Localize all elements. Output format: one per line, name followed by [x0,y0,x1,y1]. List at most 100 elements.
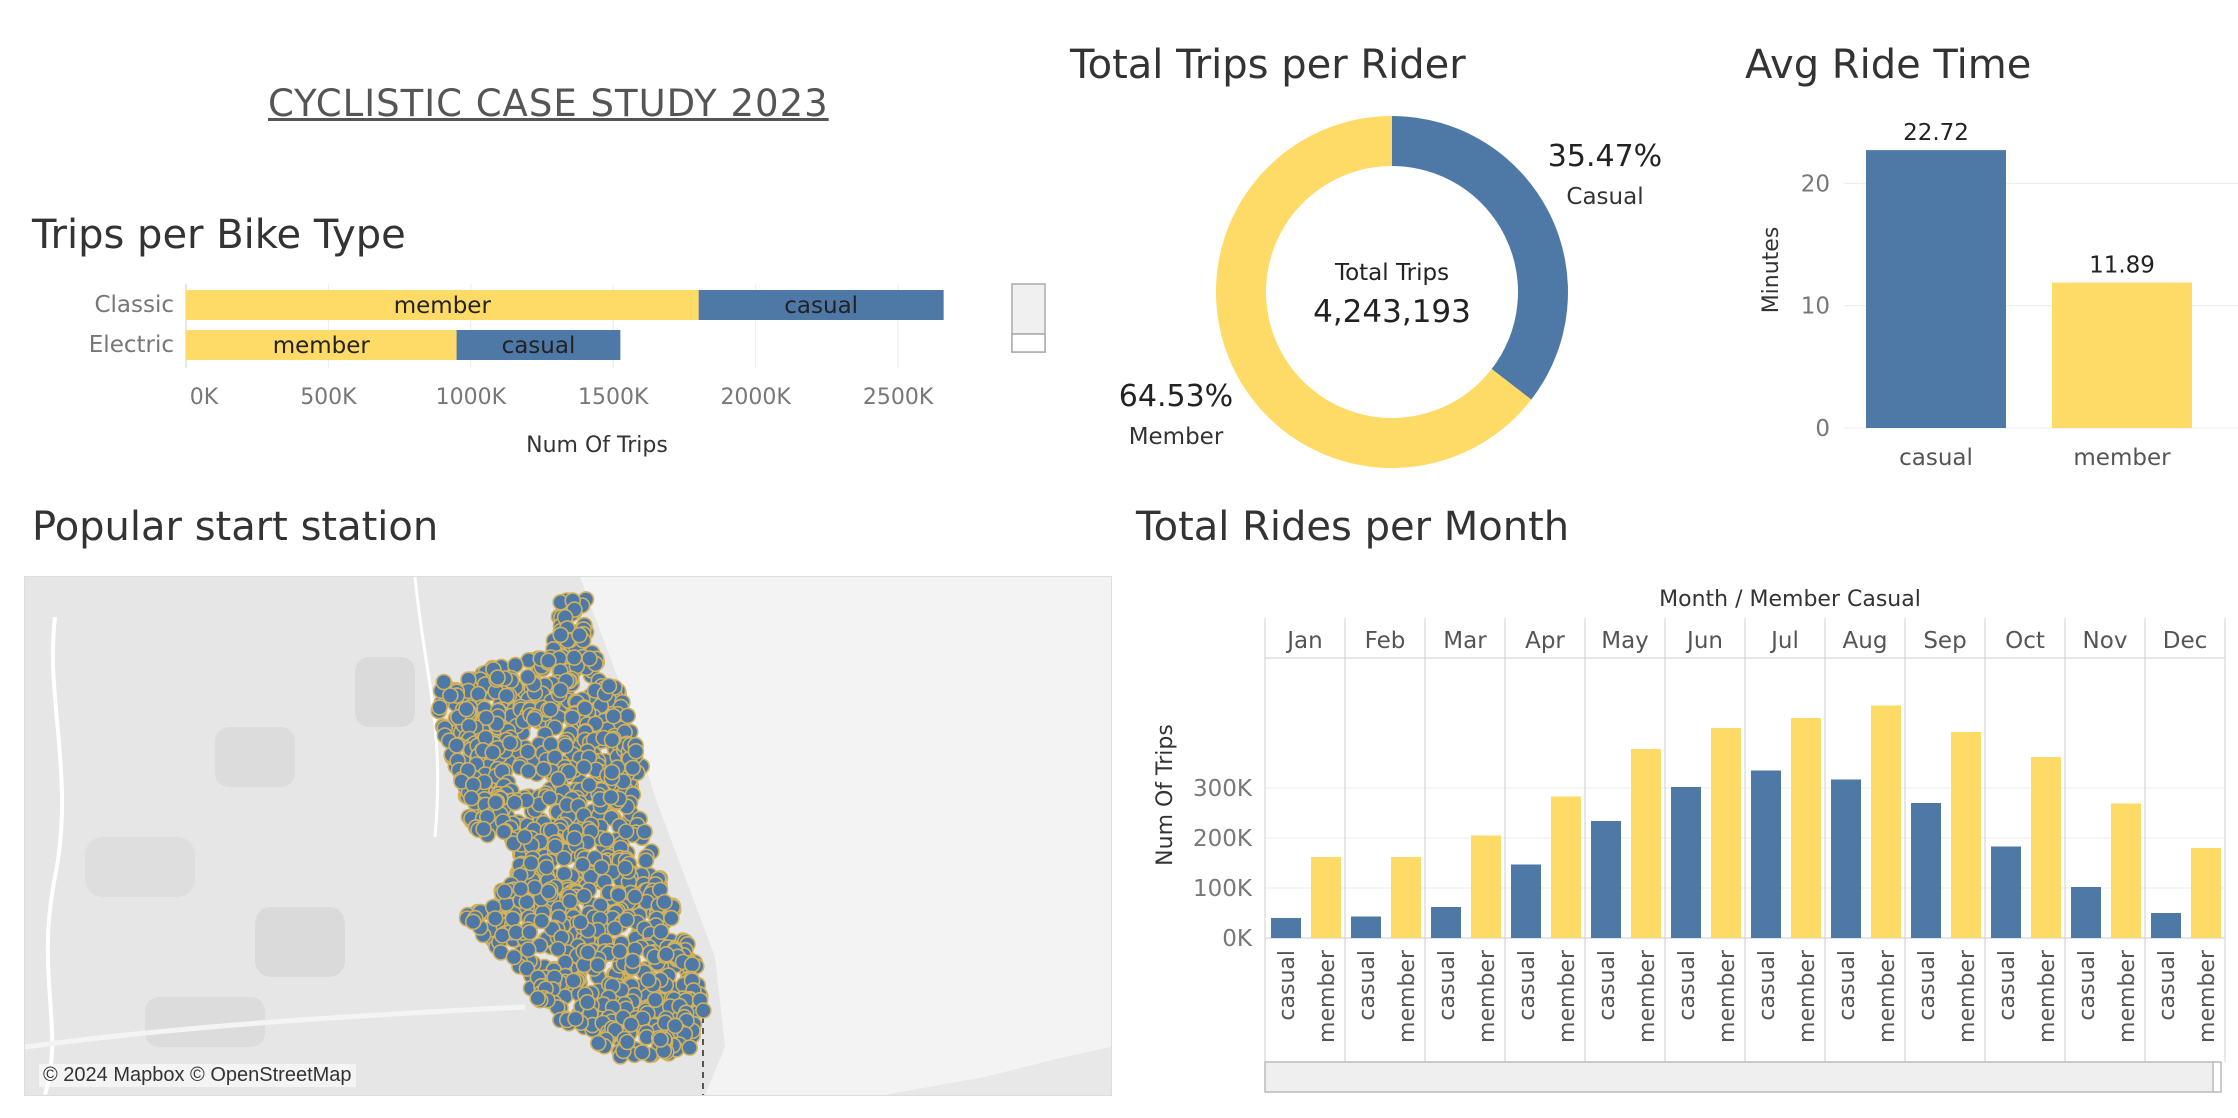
station-marker [622,1016,640,1033]
station-marker [565,649,583,666]
station-marker [589,1034,607,1052]
station-marker [557,737,574,754]
station-marker [575,887,593,905]
monthly-bar-casual [1911,803,1941,938]
station-marker [486,910,504,927]
station-marker [605,708,622,725]
station-marker [507,924,525,941]
monthly-bar-casual [1431,907,1461,938]
station-marker [624,952,642,970]
station-marker [695,1002,712,1019]
bike-type-bar-label: casual [502,333,576,359]
station-marker [540,883,557,900]
monthly-bar-member [2031,757,2061,938]
monthly-bar-casual [1831,779,1861,938]
monthly-bar-casual [1271,918,1301,938]
station-marker [521,923,539,941]
station-marker [575,758,593,776]
station-marker [518,960,536,977]
bike-type-x-tick: 0K [190,385,219,410]
station-marker [538,858,555,876]
station-marker [565,972,582,990]
monthly-subcategory-label: casual [1595,950,1620,1021]
bike-type-bar-label: member [394,293,492,319]
monthly-scrollbar-end[interactable] [2212,1061,2222,1093]
monthly-bar-member [1871,705,1901,938]
station-marker [656,893,673,911]
map-canvas [25,577,1111,1095]
station-marker [606,920,624,937]
monthly-y-tick: 200K [1193,826,1253,852]
monthly-bar-member [1791,718,1821,938]
station-marker [431,699,448,716]
donut-center-label: Total Trips [1334,260,1449,286]
station-marker [555,849,573,867]
bike-type-x-tick: 2000K [720,385,791,410]
donut-slice-casual [1392,116,1568,400]
avg-ride-y-tick: 0 [1815,416,1830,442]
monthly-bar-member [1711,728,1741,938]
map-attribution: © 2024 Mapbox © OpenStreetMap [39,1064,356,1087]
station-marker [552,626,570,644]
monthly-subcategory-label: member [1955,949,1980,1043]
station-marker [666,1017,684,1035]
monthly-bar-casual [1751,770,1781,938]
station-marker [611,942,629,960]
station-marker [522,854,540,872]
monthly-month-label: Dec [2163,628,2208,654]
station-marker [576,700,594,717]
station-marker [533,912,551,930]
monthly-y-tick: 300K [1193,776,1253,802]
station-marker [535,760,552,778]
station-marker [547,837,564,855]
member-percent-label: 64.53% [1119,379,1233,414]
monthly-subcategory-label: casual [1355,950,1380,1021]
monthly-month-label: Sep [1923,628,1966,654]
monthly-month-label: Oct [2005,628,2045,654]
station-marker [512,880,530,898]
donut-slice-member [1216,116,1532,468]
station-marker [529,989,547,1007]
station-marker [657,945,675,963]
station-marker [506,794,523,811]
monthly-bar-casual [1991,846,2021,938]
station-marker [662,909,680,927]
station-marker [618,911,635,929]
station-marker [574,856,591,874]
monthly-bar-member [1311,857,1341,938]
bike-type-x-tick: 1000K [436,385,507,410]
station-marker [567,1010,584,1028]
donut-chart: Total Trips 4,243,193 35.47% Casual 64.5… [1119,116,1662,468]
monthly-scrollbar[interactable] [1264,1061,2216,1093]
monthly-subcategory-label: casual [1435,950,1460,1021]
station-marker [579,944,597,961]
station-marker [637,852,655,870]
station-marker [610,886,627,904]
station-marker [633,1044,651,1061]
bike-type-x-tick: 500K [300,385,357,410]
monthly-y-tick: 0K [1222,926,1253,952]
station-marker [572,913,589,931]
monthly-subcategory-label: member [1635,949,1660,1043]
donut-chart-title: Total Trips per Rider [1070,42,1466,88]
station-marker [618,1033,636,1051]
station-map[interactable]: © 2024 Mapbox © OpenStreetMap [24,576,1112,1096]
monthly-subcategory-label: member [1395,949,1420,1043]
station-marker [493,927,511,944]
station-marker [549,940,567,958]
station-marker [541,789,558,807]
monthly-bar-member [1551,796,1581,938]
station-marker [603,731,621,749]
station-marker [566,829,583,847]
station-marker [542,701,559,718]
station-marker [520,762,537,780]
station-marker [489,669,506,686]
avg-ride-y-tick: 20 [1801,171,1830,197]
station-marker [463,789,480,807]
station-marker [516,828,533,846]
station-marker [561,892,579,910]
bike-type-bar-member [186,290,699,320]
monthly-subcategory-label: member [2115,949,2140,1043]
monthly-subcategory-label: member [1475,949,1500,1043]
avg-ride-y-tick: 10 [1801,294,1830,320]
